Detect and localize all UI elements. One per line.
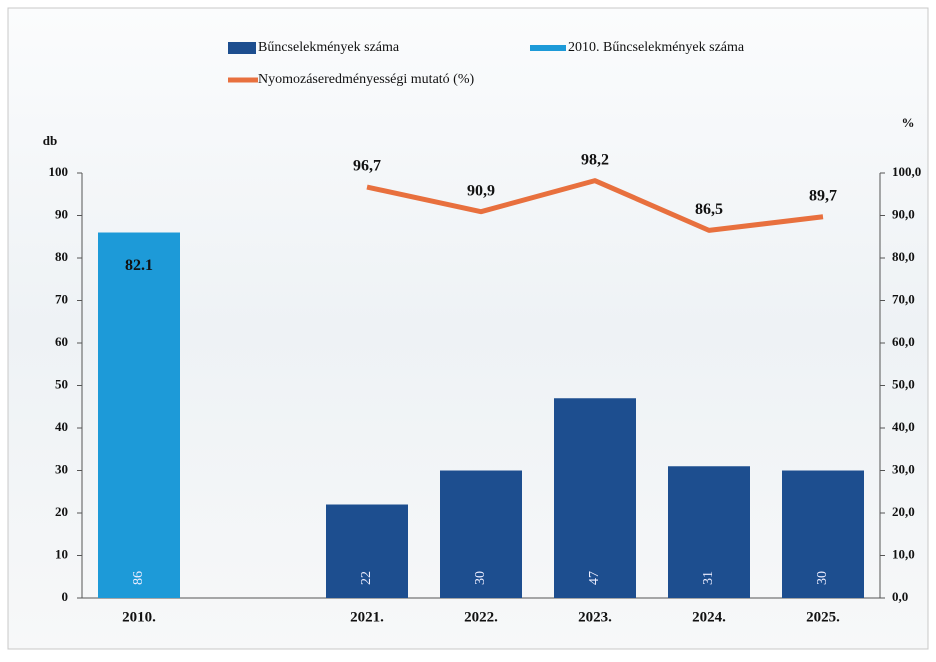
y2-tick-label: 70,0 [892, 291, 915, 306]
y-tick-label: 70 [55, 291, 68, 306]
y2-tick-label: 10,0 [892, 546, 915, 561]
y2-tick-label: 90,0 [892, 206, 915, 221]
y2-tick-label: 0,0 [892, 589, 908, 604]
y-axis-label: db [43, 133, 57, 148]
y2-tick-label: 60,0 [892, 334, 915, 349]
annotation: 82.1 [125, 257, 153, 274]
line-series [366, 178, 824, 233]
legend-swatch [228, 42, 256, 54]
bar [782, 470, 864, 598]
y-tick-label: 80 [55, 249, 68, 264]
x-tick-label: 2023. [578, 609, 612, 625]
bar [98, 232, 180, 598]
bar [326, 504, 408, 598]
line-value-label: 86,5 [695, 201, 723, 218]
line-value-label: 98,2 [581, 151, 609, 168]
legend-label: 2010. Bűncselekmények száma [568, 40, 745, 55]
y2-tick-label: 50,0 [892, 376, 915, 391]
y-tick-label: 0 [62, 589, 69, 604]
x-tick-label: 2025. [806, 609, 840, 625]
y2-tick-label: 20,0 [892, 504, 915, 519]
y-tick-label: 40 [55, 419, 68, 434]
y-tick-label: 10 [55, 546, 68, 561]
y2-tick-label: 40,0 [892, 419, 915, 434]
bar [668, 466, 750, 598]
y-tick-label: 20 [55, 504, 68, 519]
x-tick-label: 2024. [692, 609, 726, 625]
bar [440, 470, 522, 598]
line-value-label: 89,7 [809, 187, 837, 204]
bar-value-label: 30 [473, 571, 488, 585]
line-value-label: 96,7 [353, 158, 381, 175]
y2-tick-label: 30,0 [892, 461, 915, 476]
y-tick-label: 90 [55, 206, 68, 221]
bar [554, 398, 636, 598]
bar-value-label: 22 [359, 571, 374, 585]
bar-value-label: 86 [131, 571, 146, 585]
y-tick-label: 50 [55, 376, 68, 391]
bar-value-label: 31 [701, 571, 716, 585]
legend-label: Nyomozáseredményességi mutató (%) [258, 72, 474, 87]
legend-label: Bűncselekmények száma [258, 40, 400, 55]
y-tick-label: 30 [55, 461, 68, 476]
line-value-label: 90,9 [467, 182, 495, 199]
x-tick-label: 2021. [350, 609, 384, 625]
x-tick-label: 2010. [122, 609, 156, 625]
y-tick-label: 100 [49, 164, 69, 179]
y-tick-label: 60 [55, 334, 68, 349]
bar-value-label: 30 [815, 571, 830, 585]
bar-value-label: 47 [587, 571, 602, 585]
legend-swatch [530, 45, 566, 51]
y2-axis-label: % [902, 115, 915, 130]
x-tick-label: 2022. [464, 609, 498, 625]
y2-tick-label: 80,0 [892, 249, 915, 264]
y2-tick-label: 100,0 [892, 164, 921, 179]
